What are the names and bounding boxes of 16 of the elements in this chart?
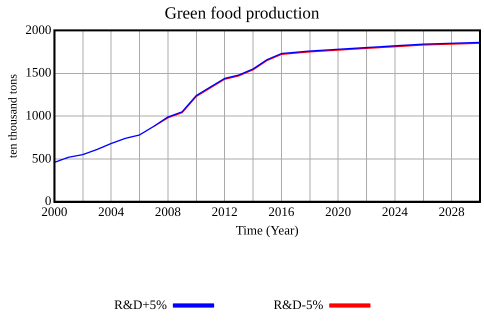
y-tick-label: 500 <box>32 150 52 166</box>
x-tick-label: 2028 <box>438 204 465 220</box>
x-tick-label: 2024 <box>382 204 408 220</box>
x-tick-label: 2016 <box>268 204 295 220</box>
x-tick-label: 2020 <box>325 204 352 220</box>
y-tick-label: 1000 <box>25 108 52 123</box>
y-tick-label: 2000 <box>25 22 52 37</box>
x-tick-label: 2004 <box>98 204 125 220</box>
legend-label: R&D-5% <box>273 296 324 312</box>
y-axis-title: ten thousand tons <box>5 74 20 158</box>
x-tick-label: 2012 <box>212 204 238 220</box>
x-axis-title: Time (Year) <box>236 222 299 238</box>
chart-title: Green food production <box>164 4 320 23</box>
legend-label: R&D+5% <box>114 296 168 312</box>
x-tick-label: 2008 <box>154 204 181 220</box>
y-tick-label: 1500 <box>25 64 52 80</box>
